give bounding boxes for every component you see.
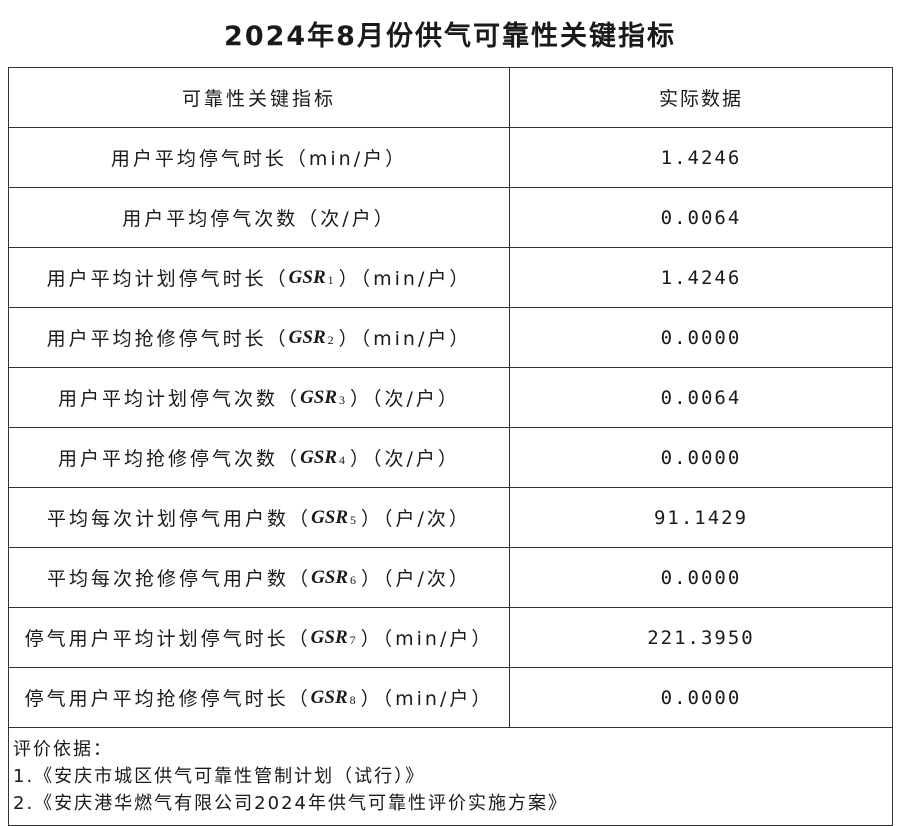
value-cell: 221.3950 [647,626,755,649]
indicator-subscript: 5 [350,513,360,527]
indicator-cell: 平均每次计划停气用户数（ GSR 5 ）（户/次） [9,488,510,547]
indicator-code: GSR [300,446,338,468]
indicator-label: 用户平均抢修停气时长（ [46,328,289,350]
indicator-unit: ）（min/户） [360,628,494,650]
indicator-label: 平均每次计划停气用户数（ [47,508,312,530]
indicator-code: GSR [310,626,348,648]
table-row: 用户平均计划停气时长（ GSR 1 ）（min/户） 1.4246 [9,248,892,308]
value-cell: 1.4246 [660,146,742,169]
indicator-code: GSR [311,566,349,588]
page-title: 2024年8月份供气可靠性关键指标 [224,21,676,52]
footer-item: 2.《安庆港华燃气有限公司2024年供气可靠性评价实施方案》 [13,793,568,814]
indicator-cell: 用户平均计划停气次数（ GSR 3 ）（次/户） [9,368,510,427]
indicator-label: 用户平均停气次数（次/户） [122,208,396,230]
indicator-cell: 平均每次抢修停气用户数（ GSR 6 ）（户/次） [9,548,510,607]
indicator-subscript: 6 [350,573,360,587]
indicator-subscript: 2 [327,333,337,347]
indicator-unit: ）（次/户） [350,448,460,470]
indicator-subscript: 3 [339,393,349,407]
indicator-cell: 用户平均停气次数（次/户） [9,188,510,247]
table-row: 平均每次抢修停气用户数（ GSR 6 ）（户/次） 0.0000 [9,548,892,608]
value-cell: 91.1429 [653,506,749,529]
indicator-unit: ）（次/户） [350,388,460,410]
value-cell: 0.0000 [660,326,742,349]
table-row: 用户平均抢修停气时长（ GSR 2 ）（min/户） 0.0000 [9,308,892,368]
indicator-code: GSR [310,686,348,708]
indicator-cell: 停气用户平均抢修停气时长（ GSR 8 ）（min/户） [9,668,510,727]
indicator-code: GSR [288,266,326,288]
indicator-unit: ）（min/户） [338,268,472,290]
indicator-label: 用户平均停气时长（min/户） [110,148,408,170]
indicator-code: GSR [300,386,338,408]
table-row: 用户平均计划停气次数（ GSR 3 ）（次/户） 0.0064 [9,368,892,428]
indicator-label: 用户平均计划停气次数（ [58,388,301,410]
indicator-cell: 用户平均计划停气时长（ GSR 1 ）（min/户） [9,248,510,307]
header-value: 实际数据 [658,88,743,110]
value-cell: 1.4246 [660,266,742,289]
table-row: 用户平均停气次数（次/户） 0.0064 [9,188,892,248]
indicator-cell: 停气用户平均计划停气时长（ GSR 7 ）（min/户） [9,608,510,667]
table-row: 用户平均抢修停气次数（ GSR 4 ）（次/户） 0.0000 [9,428,892,488]
value-cell: 0.0000 [660,566,742,589]
reliability-table: 可靠性关键指标 实际数据 用户平均停气时长（min/户） 1.4246 用户平均停气… [8,67,893,826]
header-indicator: 可靠性关键指标 [9,68,510,127]
indicator-unit: ）（min/户） [338,328,472,350]
indicator-subscript: 7 [349,633,359,647]
table-row: 停气用户平均抢修停气时长（ GSR 8 ）（min/户） 0.0000 [9,668,892,728]
indicator-unit: ）（户/次） [361,508,471,530]
footer-heading: 评价依据： [13,739,113,760]
indicator-subscript: 4 [339,453,349,467]
indicator-cell: 用户平均停气时长（min/户） [9,128,510,187]
table-row: 用户平均停气时长（min/户） 1.4246 [9,128,892,188]
indicator-cell: 用户平均抢修停气次数（ GSR 4 ）（次/户） [9,428,510,487]
indicator-subscript: 8 [349,693,359,707]
table-row: 平均每次计划停气用户数（ GSR 5 ）（户/次） 91.1429 [9,488,892,548]
indicator-subscript: 1 [327,273,337,287]
indicator-label: 用户平均计划停气时长（ [46,268,289,290]
table-header: 可靠性关键指标 实际数据 [9,68,892,128]
indicator-unit: ）（户/次） [361,568,471,590]
value-cell: 0.0000 [660,446,742,469]
value-cell: 0.0000 [660,686,742,709]
table-row: 停气用户平均计划停气时长（ GSR 7 ）（min/户） 221.3950 [9,608,892,668]
indicator-cell: 用户平均抢修停气时长（ GSR 2 ）（min/户） [9,308,510,367]
footer-item: 1.《安庆市城区供气可靠性管制计划（试行）》 [13,766,426,787]
indicator-unit: ）（min/户） [360,688,494,710]
indicator-label: 停气用户平均抢修停气时长（ [24,688,311,710]
indicator-label: 停气用户平均计划停气时长（ [24,628,311,650]
indicator-code: GSR [311,506,349,528]
evaluation-basis: 评价依据： 1.《安庆市城区供气可靠性管制计划（试行）》 2.《安庆港华燃气有限… [9,728,892,825]
indicator-code: GSR [288,326,326,348]
indicator-label: 平均每次抢修停气用户数（ [47,568,312,590]
value-cell: 0.0064 [660,206,742,229]
indicator-label: 用户平均抢修停气次数（ [58,448,301,470]
value-cell: 0.0064 [660,386,742,409]
